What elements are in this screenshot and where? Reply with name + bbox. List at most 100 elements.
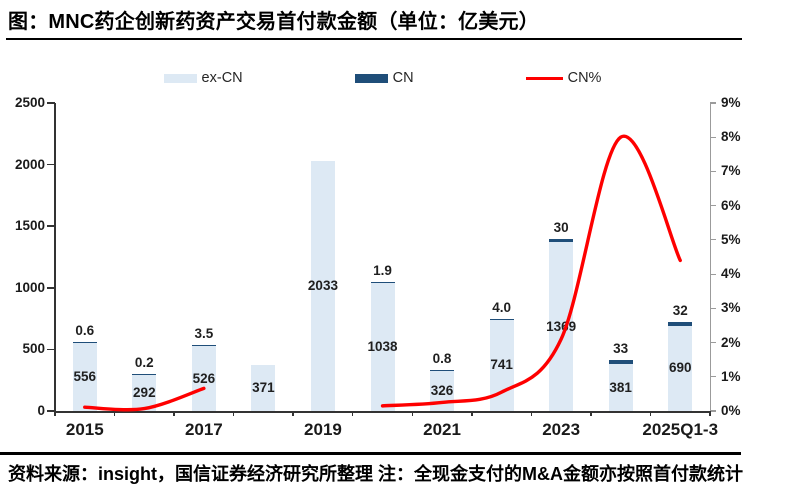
bar-value-label: 690 xyxy=(668,360,692,376)
bar-ex-cn xyxy=(251,365,276,411)
bar-ex-cn xyxy=(370,283,395,411)
x-axis-tick xyxy=(530,411,533,416)
left-axis-label: 1000 xyxy=(14,279,45,295)
x-axis-tick xyxy=(113,411,116,416)
x-axis-tick xyxy=(649,411,652,416)
cn-value-label: 0.2 xyxy=(134,355,154,371)
x-axis-label: 2023 xyxy=(542,420,581,439)
left-axis-label: 2500 xyxy=(14,95,45,110)
plot-area: 0 500 1000 1500 2000 2500 0% 1% 2% 3% 4% 5% 6% 7% 8% 9%… xyxy=(15,95,741,439)
right-axis-tick xyxy=(710,170,716,173)
x-axis-line xyxy=(54,411,711,413)
right-axis-tick xyxy=(710,205,716,207)
right-axis-tick xyxy=(710,376,716,378)
bar-ex-cn xyxy=(608,364,633,411)
bar-cn xyxy=(191,345,216,347)
x-axis-label: 2015 xyxy=(65,420,104,439)
bar-value-label: 526 xyxy=(192,370,216,386)
bar-ex-cn xyxy=(310,160,335,411)
x-axis-label: 2025Q1-3 xyxy=(642,420,719,439)
legend-swatch-cn xyxy=(354,73,388,83)
bar-value-label: 381 xyxy=(609,379,632,395)
right-axis-tick xyxy=(710,307,716,309)
cn-value-label: 0.8 xyxy=(432,350,452,366)
bar-cn xyxy=(668,322,693,326)
x-axis-tick xyxy=(590,411,592,416)
left-axis-label: 1500 xyxy=(14,218,45,234)
cn-value-label: 1.9 xyxy=(373,263,392,279)
left-axis-tick xyxy=(47,410,55,412)
right-axis-tick xyxy=(710,102,716,104)
title-divider xyxy=(6,38,742,40)
left-axis-tick xyxy=(47,102,55,104)
right-axis-tick xyxy=(710,273,716,275)
right-axis-label: 5% xyxy=(721,231,741,247)
bar-value-label: 741 xyxy=(490,357,513,373)
left-axis-line xyxy=(54,103,56,411)
right-axis-tick xyxy=(710,410,716,412)
cn-value-label: 30 xyxy=(553,219,569,235)
x-axis-tick xyxy=(54,411,56,416)
x-axis-label: 2017 xyxy=(184,420,223,439)
chart-legend: ex-CN CN CN% xyxy=(55,70,710,86)
legend-label-cn: CN xyxy=(392,70,414,86)
bar-cn xyxy=(132,374,157,376)
x-axis-tick xyxy=(292,411,294,416)
bar-cn xyxy=(72,341,97,343)
bar-cn xyxy=(370,282,395,284)
right-axis-label: 3% xyxy=(721,300,741,316)
right-axis-label: 7% xyxy=(721,163,741,179)
bar-value-label: 1038 xyxy=(367,339,398,355)
x-axis-label: 2021 xyxy=(423,420,461,439)
bar-cn xyxy=(430,369,455,371)
x-axis-tick xyxy=(709,411,711,416)
left-axis-label: 500 xyxy=(22,341,45,357)
source-note: 资料来源：insight，国信证券经济研究所整理 注：全现金支付的M&A金额亦按… xyxy=(8,464,743,484)
bar-ex-cn xyxy=(668,326,693,411)
cn-pct-line xyxy=(83,134,682,412)
right-axis-label: 6% xyxy=(721,197,741,213)
x-axis-label: 2019 xyxy=(304,420,342,439)
bar-cn xyxy=(608,360,633,365)
left-axis-tick xyxy=(47,287,55,289)
right-axis-line xyxy=(709,103,711,411)
left-axis-tick xyxy=(47,225,55,227)
bar-value-label: 326 xyxy=(430,382,454,398)
cn-value-label: 3.5 xyxy=(194,326,214,342)
footer-divider xyxy=(0,452,741,455)
bar-value-label: 292 xyxy=(133,385,156,400)
right-axis-tick xyxy=(710,239,716,241)
x-axis-tick xyxy=(232,411,235,416)
bar-ex-cn xyxy=(132,375,157,411)
left-axis-label: 2000 xyxy=(14,156,45,172)
right-axis-label: 0% xyxy=(721,403,741,418)
bar-ex-cn xyxy=(191,346,216,411)
left-axis-tick xyxy=(47,348,55,351)
bar-ex-cn xyxy=(72,342,97,411)
legend-item-ex-cn: ex-CN xyxy=(163,70,243,86)
cn-pct-line-segment xyxy=(380,134,682,408)
x-axis-tick xyxy=(411,411,414,416)
cn-value-label: 32 xyxy=(672,303,688,319)
right-axis-label: 2% xyxy=(721,334,741,350)
right-axis-label: 9% xyxy=(721,95,741,110)
right-axis-tick xyxy=(710,136,716,138)
right-axis-label: 1% xyxy=(721,368,741,384)
left-axis-tick xyxy=(47,163,55,166)
left-axis-label: 0 xyxy=(37,403,45,418)
cn-value-label: 4.0 xyxy=(492,299,511,315)
cn-pct-line-segment xyxy=(83,386,206,412)
bar-value-label: 371 xyxy=(252,380,275,396)
bar-value-label: 556 xyxy=(73,368,97,384)
legend-label-cn-pct: CN% xyxy=(567,70,602,86)
legend-swatch-ex-cn xyxy=(163,73,197,83)
legend-item-cn: CN xyxy=(354,70,414,86)
cn-value-label: 0.6 xyxy=(75,322,95,338)
cn-value-label: 33 xyxy=(613,340,629,356)
x-axis-tick xyxy=(173,411,175,416)
right-axis-label: 8% xyxy=(721,129,741,145)
bar-cn xyxy=(549,238,574,243)
chart-title: 图：MNC药企创新药资产交易首付款金额（单位：亿美元） xyxy=(8,11,539,33)
bar-ex-cn xyxy=(549,242,574,411)
